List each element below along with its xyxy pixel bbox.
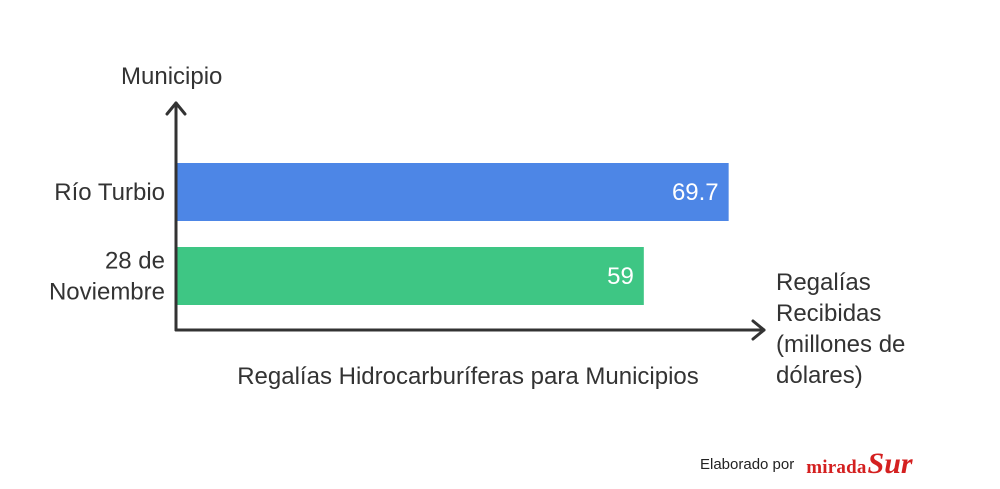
bar-value-label: 59 xyxy=(607,263,634,290)
bars: 69.7 59 xyxy=(176,163,729,305)
x-axis-label-line: Recibidas xyxy=(776,300,881,327)
bar-value-label: 69.7 xyxy=(672,179,719,206)
credit: Elaborado por mirada Sur xyxy=(700,447,913,481)
category-labels: Río Turbio 28 de Noviembre xyxy=(49,179,165,306)
bar xyxy=(176,163,729,221)
y-axis-label: Municipio xyxy=(121,63,222,90)
axes xyxy=(165,101,766,341)
y-axis-arrow xyxy=(165,101,187,116)
x-axis-arrow xyxy=(751,319,766,341)
x-axis-label-line: dólares) xyxy=(776,362,863,389)
category-label: Noviembre xyxy=(49,279,165,306)
logo-text-sur: Sur xyxy=(867,447,913,480)
x-axis-label-line: (millones de xyxy=(776,331,905,358)
logo-text-mirada: mirada xyxy=(806,457,867,478)
category-label: Río Turbio xyxy=(54,179,165,206)
chart-title: Regalías Hidrocarburíferas para Municipi… xyxy=(237,363,699,390)
mirada-sur-logo: mirada Sur xyxy=(806,447,912,481)
x-axis-label-line: Regalías xyxy=(776,269,871,296)
x-axis-label: Regalías Recibidas (millones de dólares) xyxy=(776,269,905,389)
bar xyxy=(176,247,644,305)
category-label: 28 de xyxy=(105,248,165,275)
credit-text: Elaborado por xyxy=(700,455,795,473)
